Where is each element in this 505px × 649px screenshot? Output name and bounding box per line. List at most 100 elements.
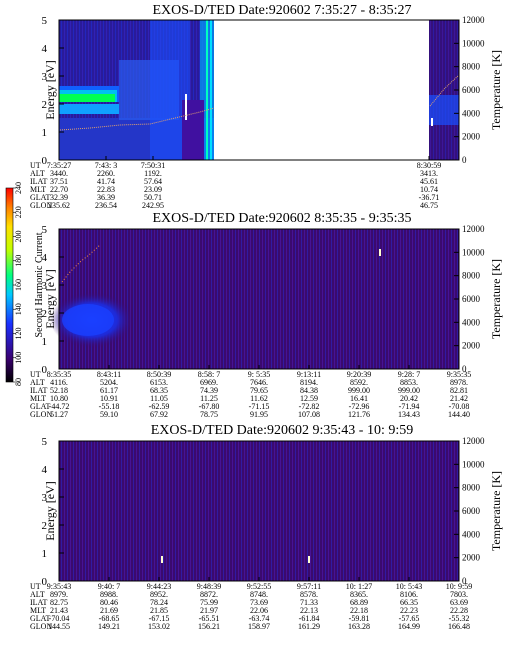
table-cell: 45.61 — [420, 177, 438, 186]
table-cell: 73.69 — [250, 598, 268, 607]
table-cell: 7803. — [450, 590, 468, 599]
table-cell: 9:35:43 — [47, 582, 71, 591]
y-tick-label: 5 — [42, 15, 48, 27]
table-cell: 68.89 — [350, 598, 368, 607]
table-cell: -57.65 — [399, 614, 420, 623]
table-cell: 6153. — [150, 378, 168, 387]
panel-1: EXOS-D/TED Date:920602 7:35:27 - 8:35:27 — [30, 3, 503, 210]
table-cell: 10: 9:59 — [446, 582, 472, 591]
table-cell: 2260. — [97, 169, 115, 178]
table-cell: 10.74 — [420, 185, 438, 194]
table-cell: 9:20:39 — [347, 370, 371, 379]
table-cell: 41.74 — [97, 177, 115, 186]
table-cell: 80.46 — [100, 598, 118, 607]
y2-tick-label: 6000 — [462, 506, 481, 516]
y2-tick-label: 4000 — [462, 529, 481, 539]
table-cell: -71.94 — [399, 402, 420, 411]
table-cell: 66.35 — [400, 598, 418, 607]
y2-tick-label: 12000 — [462, 436, 485, 446]
table-cell: 8194. — [300, 378, 318, 387]
table-cell: -55.32 — [449, 614, 470, 623]
table-cell: 8979. — [50, 590, 68, 599]
table-cell: 23.09 — [144, 185, 162, 194]
table-row-label: ILAT — [30, 177, 47, 186]
table-cell: 8978. — [450, 378, 468, 387]
y2-tick-label: 2000 — [462, 341, 481, 351]
table-cell: 9:28: 7 — [398, 370, 420, 379]
panel-2-ylabel2: Temperature [K] — [489, 259, 503, 339]
table-cell: 107.08 — [298, 410, 320, 419]
table-cell: -67.80 — [199, 402, 220, 411]
table-cell: -59.81 — [349, 614, 370, 623]
panel-3: EXOS-D/TED Date:920602 9:35:43 - 10: 9:5… — [30, 423, 503, 631]
table-cell: 3413. — [420, 169, 438, 178]
panel-1-title: EXOS-D/TED Date:920602 7:35:27 - 8:35:27 — [153, 3, 412, 18]
table-cell: 22.06 — [250, 606, 268, 615]
table-cell: 67.92 — [150, 410, 168, 419]
y-tick-label: 3 — [42, 280, 48, 292]
y2-tick-label: 8000 — [462, 271, 481, 281]
table-cell: 999.00 — [348, 386, 370, 395]
table-cell: 9: 5:35 — [248, 370, 270, 379]
table-cell: 166.48 — [448, 622, 470, 631]
table-cell: 21.85 — [150, 606, 168, 615]
table-cell: 52.18 — [50, 386, 68, 395]
table-cell: 121.76 — [348, 410, 370, 419]
table-cell: -63.74 — [249, 614, 270, 623]
table-cell: 61.17 — [100, 386, 118, 395]
table-row-label: UT — [30, 161, 41, 170]
table-cell: 8:50:39 — [147, 370, 171, 379]
table-cell: 235.62 — [48, 201, 70, 210]
y2-tick-label: 10000 — [462, 459, 485, 469]
table-cell: 164.99 — [398, 622, 420, 631]
table-row-label: GLON — [30, 622, 52, 631]
table-row-label: MLT — [30, 606, 46, 615]
table-cell: 10.80 — [50, 394, 68, 403]
table-cell: 75.99 — [200, 598, 218, 607]
table-cell: 7:50:31 — [141, 161, 165, 170]
table-cell: 134.43 — [398, 410, 420, 419]
y-tick-label: 2 — [42, 520, 48, 532]
y-tick-label: 5 — [42, 224, 48, 236]
colorbar-tick-label: 100 — [14, 352, 23, 364]
colorbar-label: Second Harmonic Current — [34, 232, 45, 337]
y-tick-label: 0 — [42, 155, 48, 167]
table-cell: 9:48:39 — [197, 582, 221, 591]
table-cell: 9:35:35 — [447, 370, 471, 379]
table-cell: -70.04 — [49, 614, 70, 623]
table-cell: 8:35:35 — [47, 370, 71, 379]
table-cell: 78.75 — [200, 410, 218, 419]
table-cell: 158.97 — [248, 622, 270, 631]
table-cell: -44.72 — [49, 402, 70, 411]
table-cell: 5204. — [100, 378, 118, 387]
panel-1-heatmap — [58, 19, 460, 161]
table-row-label: MLT — [30, 394, 46, 403]
colorbar-tick-label: 200 — [14, 231, 23, 243]
y-tick-label: 2 — [42, 99, 48, 111]
colorbar-tick-label: 220 — [14, 206, 23, 218]
table-cell: 4116. — [50, 378, 68, 387]
y-tick-label: 3 — [42, 71, 48, 83]
table-row-label: GLAT — [30, 402, 51, 411]
table-cell: 21.42 — [450, 394, 468, 403]
colorbar-gradient — [5, 187, 14, 383]
table-cell: 7646. — [250, 378, 268, 387]
table-cell: 21.69 — [100, 606, 118, 615]
table-cell: 7:35:27 — [47, 161, 71, 170]
table-cell: 11.05 — [150, 394, 168, 403]
table-cell: 32.39 — [50, 193, 68, 202]
panel-3-ylabel2: Temperature [K] — [489, 471, 503, 551]
y2-tick-label: 0 — [462, 155, 467, 165]
y-tick-label: 2 — [42, 308, 48, 320]
table-cell: 22.83 — [97, 185, 115, 194]
colorbar-tick-label: 80 — [14, 378, 23, 386]
table-cell: -61.84 — [299, 614, 320, 623]
table-cell: 9:13:11 — [297, 370, 321, 379]
table-cell: 11.62 — [250, 394, 268, 403]
table-cell: 82.75 — [50, 598, 68, 607]
table-row-label: GLON — [30, 201, 52, 210]
table-cell: 8:43:11 — [97, 370, 121, 379]
table-cell: 74.39 — [200, 386, 218, 395]
table-cell: -72.96 — [349, 402, 370, 411]
table-cell: 144.55 — [48, 622, 70, 631]
